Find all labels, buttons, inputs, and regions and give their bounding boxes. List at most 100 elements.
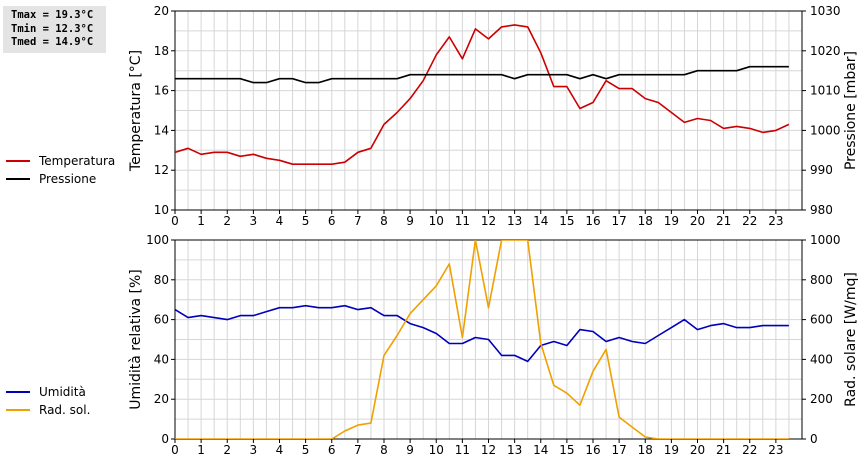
x-tick-label: 18 xyxy=(638,443,653,457)
stat-tmed: Tmed = 14.9°C xyxy=(11,36,94,48)
legend-item-temperatura: Temperatura xyxy=(6,152,115,170)
x-tick-label: 2 xyxy=(223,214,231,228)
y-axis-label: Umidità relativa [%] xyxy=(128,269,144,410)
series-line-umidit xyxy=(175,304,789,363)
stat-tmin: Tmin = 12.3°C xyxy=(11,22,94,35)
x-tick-label: 14 xyxy=(533,214,548,228)
x-tick-label: 0 xyxy=(171,443,179,457)
x-tick-label: 10 xyxy=(429,443,444,457)
y2-tick-label: 0 xyxy=(810,432,818,446)
x-tick-label: 20 xyxy=(690,214,705,228)
x-tick-label: 23 xyxy=(768,214,783,228)
series-line-pressione xyxy=(175,65,789,84)
y2-tick-label: 1030 xyxy=(810,4,841,18)
y-tick-label: 80 xyxy=(154,273,169,287)
x-tick-label: 18 xyxy=(638,214,653,228)
x-tick-label: 22 xyxy=(742,443,757,457)
legend-label-umidita: Umidità xyxy=(39,385,86,399)
y-tick-label: 14 xyxy=(154,123,169,137)
x-tick-label: 16 xyxy=(585,443,600,457)
series-line-temperatura xyxy=(175,24,790,165)
x-tick-label: 1 xyxy=(197,214,205,228)
y2-tick-label: 1000 xyxy=(810,123,841,137)
x-tick-label: 21 xyxy=(716,214,731,228)
stats-box: Tmax = 19.3°C Tmin = 12.3°C Tmed = 14.9°… xyxy=(3,6,106,53)
x-tick-label: 12 xyxy=(481,214,496,228)
x-tick-label: 14 xyxy=(533,443,548,457)
x-tick-label: 0 xyxy=(171,214,179,228)
x-tick-label: 11 xyxy=(455,214,470,228)
legend-label-rad-sol: Rad. sol. xyxy=(39,403,91,417)
x-tick-label: 1 xyxy=(197,443,205,457)
x-tick-label: 19 xyxy=(664,214,679,228)
x-tick-label: 13 xyxy=(507,443,522,457)
x-tick-label: 4 xyxy=(276,214,284,228)
y-tick-label: 40 xyxy=(154,352,169,366)
legend-label-pressione: Pressione xyxy=(39,172,97,186)
legend-item-rad-sol: Rad. sol. xyxy=(6,401,189,419)
y-tick-label: 10 xyxy=(154,203,169,217)
legend-top: Temperatura Pressione xyxy=(6,152,115,188)
y2-tick-label: 980 xyxy=(810,203,833,217)
y-tick-label: 60 xyxy=(154,313,169,327)
y2-tick-label: 600 xyxy=(810,313,833,327)
x-tick-label: 3 xyxy=(250,443,258,457)
y-tick-label: 20 xyxy=(154,4,169,18)
chart-panel-1: 0 1 2 3 4 5 6 7 8 9 10 11 12 13 14 15 16 17 18 19 20 21 22 2310… xyxy=(128,4,859,228)
x-tick-label: 3 xyxy=(250,214,258,228)
x-tick-label: 17 xyxy=(611,214,626,228)
x-tick-label: 5 xyxy=(302,214,310,228)
y2-tick-label: 800 xyxy=(810,273,833,287)
legend-item-pressione: Pressione xyxy=(6,170,115,188)
y-tick-label: 0 xyxy=(161,432,169,446)
legend-label-temperatura: Temperatura xyxy=(39,154,116,168)
series-line-rad-sol xyxy=(175,240,789,439)
x-tick-label: 7 xyxy=(354,214,362,228)
x-tick-label: 6 xyxy=(328,443,336,457)
legend-item-umidita: Umidità xyxy=(6,383,189,401)
x-tick-label: 23 xyxy=(768,443,783,457)
y-tick-label: 18 xyxy=(154,44,169,58)
y2-axis-label: Rad. solare [W/mq] xyxy=(843,272,859,407)
y2-tick-label: 1020 xyxy=(810,44,841,58)
grid xyxy=(175,240,802,439)
x-tick-label: 17 xyxy=(611,443,626,457)
y2-tick-label: 1000 xyxy=(810,233,841,247)
legend-swatch-pressione xyxy=(6,178,30,180)
x-tick-label: 22 xyxy=(742,214,757,228)
legend-swatch-temperatura xyxy=(6,160,30,162)
chart-panel-2: 0 1 2 3 4 5 6 7 8 9 10 11 12 13 14 15 16 17 18 19 20 21 22 2302… xyxy=(128,233,859,457)
x-tick-label: 8 xyxy=(380,443,388,457)
x-tick-label: 21 xyxy=(716,443,731,457)
x-tick-label: 10 xyxy=(429,214,444,228)
x-tick-label: 9 xyxy=(406,214,414,228)
x-tick-label: 20 xyxy=(690,443,705,457)
y2-axis-label: Pressione [mbar] xyxy=(843,51,859,170)
x-tick-label: 4 xyxy=(276,443,284,457)
x-tick-label: 16 xyxy=(585,214,600,228)
x-tick-label: 6 xyxy=(328,214,336,228)
y-tick-label: 100 xyxy=(146,233,169,247)
x-tick-label: 15 xyxy=(559,214,574,228)
y2-tick-label: 200 xyxy=(810,392,833,406)
x-tick-label: 9 xyxy=(406,443,414,457)
y2-tick-label: 990 xyxy=(810,163,833,177)
x-tick-label: 15 xyxy=(559,443,574,457)
y2-tick-label: 1010 xyxy=(810,84,841,98)
y-tick-label: 20 xyxy=(154,392,169,406)
x-tick-label: 12 xyxy=(481,443,496,457)
x-tick-label: 11 xyxy=(455,443,470,457)
grid xyxy=(175,11,802,210)
x-tick-label: 13 xyxy=(507,214,522,228)
legend-swatch-rad-sol xyxy=(6,409,30,411)
x-tick-label: 5 xyxy=(302,443,310,457)
y-axis-label: Temperatura [°C] xyxy=(128,50,144,172)
y-tick-label: 16 xyxy=(154,84,169,98)
x-tick-label: 2 xyxy=(223,443,231,457)
x-tick-label: 7 xyxy=(354,443,362,457)
legend-swatch-umidita xyxy=(6,391,30,393)
y2-tick-label: 400 xyxy=(810,352,833,366)
x-tick-label: 8 xyxy=(380,214,388,228)
stat-tmax: Tmax = 19.3°C xyxy=(11,9,94,21)
